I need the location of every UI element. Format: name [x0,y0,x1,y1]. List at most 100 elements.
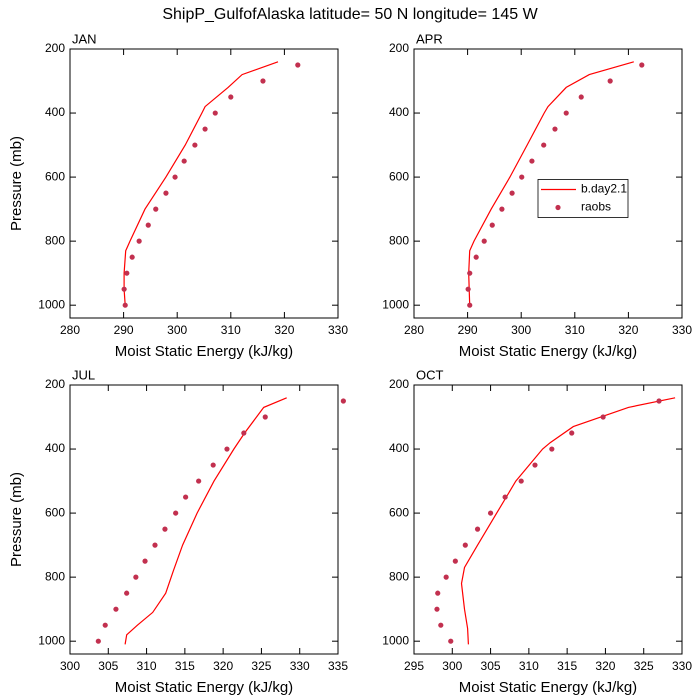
data-point [124,270,130,276]
y-tick-label: 200 [45,377,65,391]
x-tick-label: 330 [328,323,348,337]
data-line [460,397,676,645]
legend-box [537,179,629,218]
x-tick-label: 290 [114,323,134,337]
data-point [656,398,662,404]
y-tick-label: 600 [45,169,65,183]
data-point [129,254,135,260]
x-tick-label: 320 [274,323,294,337]
y-tick-label: 1000 [38,297,65,311]
data-point [210,462,216,468]
data-point [600,414,606,420]
x-tick-label: 325 [634,659,654,673]
data-point [260,78,266,84]
data-point [192,142,198,148]
data-point [163,190,169,196]
x-tick-label: 310 [221,323,241,337]
data-point [443,574,449,580]
data-point [448,638,454,644]
x-tick-label: 320 [213,659,233,673]
data-point [136,238,142,244]
data-point [481,238,487,244]
y-tick-label: 800 [45,569,65,583]
y-tick-label: 400 [45,105,65,119]
data-point [435,590,441,596]
data-point [340,398,346,404]
data-point [121,286,127,292]
x-tick-label: 290 [458,323,478,337]
y-tick-label: 200 [389,41,409,55]
data-point [549,446,555,452]
legend-dot [555,204,561,211]
data-point [502,494,508,500]
data-point [212,110,218,116]
data-point [473,254,479,260]
data-point [452,558,458,564]
plot-frame [69,384,339,655]
x-tick-label: 325 [251,659,271,673]
x-tick-label: 300 [511,323,531,337]
y-tick-label: 800 [389,233,409,247]
data-point [133,574,139,580]
legend-label: raobs [581,200,611,214]
data-point [462,542,468,548]
data-point [181,158,187,164]
data-point [153,206,159,212]
data-point [113,606,119,612]
x-tick-label: 330 [672,323,692,337]
data-point [578,94,584,100]
y-axis-label: Pressure (mb) [8,136,25,231]
page-title: ShipP_GulfofAlaska latitude= 50 N longit… [162,6,538,23]
data-point [183,494,189,500]
y-tick-label: 1000 [38,633,65,647]
data-point [499,206,505,212]
y-tick-label: 400 [389,441,409,455]
data-point [95,638,101,644]
data-line [124,397,287,645]
data-point [145,222,151,228]
x-tick-label: 315 [175,659,195,673]
y-tick-label: 1000 [382,297,409,311]
x-tick-label: 280 [404,323,424,337]
data-point [241,430,247,436]
y-tick-label: 600 [45,505,65,519]
data-point [519,174,525,180]
x-tick-label: 320 [595,659,615,673]
x-tick-label: 310 [565,323,585,337]
data-point [474,526,481,532]
data-point [434,606,440,612]
y-tick-label: 400 [45,441,65,455]
x-tick-label: 300 [167,323,187,337]
data-point [489,222,495,228]
x-tick-label: 300 [60,659,80,673]
data-point [228,94,234,100]
data-point [529,158,535,164]
data-point [532,462,538,468]
y-axis-label: Pressure (mb) [8,472,25,567]
data-point [639,62,645,68]
y-tick-label: 1000 [382,633,409,647]
data-point [541,142,547,148]
data-point [142,558,148,564]
data-point [487,510,494,516]
y-tick-label: 800 [389,569,409,583]
x-tick-label: 305 [481,659,501,673]
data-point [196,478,202,484]
data-line [123,61,279,306]
data-point [552,126,558,132]
x-tick-label: 330 [290,659,310,673]
x-tick-label: 335 [328,659,348,673]
data-point [262,414,268,420]
data-point [162,526,168,532]
panel-label: JAN [72,31,97,46]
data-point [202,126,208,132]
data-point [102,622,108,628]
x-axis-label: Moist Static Energy (kJ/kg) [115,679,293,696]
data-point [224,446,230,452]
data-point [152,542,158,548]
data-point [173,510,179,516]
legend-label: b.day2.1 [581,182,627,196]
x-axis-label: Moist Static Energy (kJ/kg) [115,343,293,360]
